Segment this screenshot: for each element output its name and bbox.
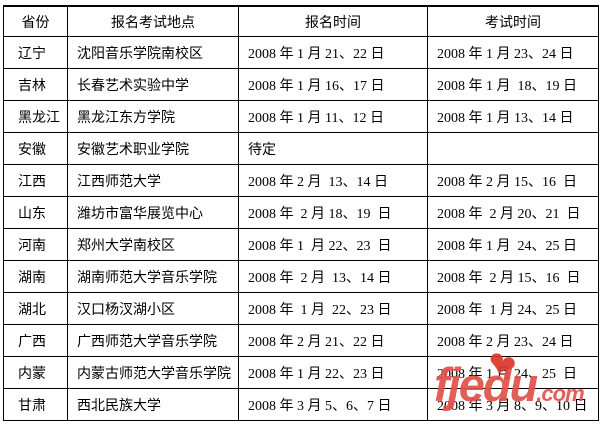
table-row: 辽宁 沈阳音乐学院南校区 2008 年 1 月 21、22 日 2008 年 1 月 … <box>3 36 599 69</box>
cell-exam-time: 2008 年 2 月 23、24 日 <box>427 324 599 357</box>
cell-reg-time: 2008 年 3 月 5、6、7 日 <box>238 388 428 421</box>
cell-province: 黑龙江 <box>3 100 68 133</box>
cell-location: 湖南师范大学音乐学院 <box>67 260 239 293</box>
exam-registration-table: 省份 报名考试地点 报名时间 考试时间 辽宁 沈阳音乐学院南校区 2008 年 1 … <box>3 5 599 421</box>
cell-province: 吉林 <box>3 68 68 101</box>
table-row: 河南 郑州大学南校区 2008 年 1 月 22、23 日 2008 年 1 月 24… <box>3 228 599 261</box>
cell-location: 潍坊市富华展览中心 <box>67 196 239 229</box>
cell-province: 湖南 <box>3 260 68 293</box>
cell-location: 郑州大学南校区 <box>67 228 239 261</box>
cell-reg-time: 2008 年 2 月 21、22 日 <box>238 324 428 357</box>
cell-exam-time: 2008 年 1 月 24、25 日 <box>427 292 599 325</box>
cell-province: 辽宁 <box>3 36 68 69</box>
cell-exam-time: 2008 年 2 月 20、21 日 <box>427 196 599 229</box>
header-reg-time: 报名时间 <box>238 5 428 37</box>
cell-location: 沈阳音乐学院南校区 <box>67 36 239 69</box>
cell-location: 广西师范大学音乐学院 <box>67 324 239 357</box>
cell-province: 湖北 <box>3 292 68 325</box>
cell-location: 黑龙江东方学院 <box>67 100 239 133</box>
table-row: 内蒙 内蒙古师范大学音乐学院 2008 年 1 月 22、23 日 2008 年 1 … <box>3 356 599 389</box>
header-exam-time: 考试时间 <box>427 5 599 37</box>
table-row: 安徽 安徽艺术职业学院 待定 <box>3 132 599 165</box>
cell-location: 长春艺术实验中学 <box>67 68 239 101</box>
cell-reg-time: 2008 年 2 月 13、14 日 <box>238 260 428 293</box>
cell-reg-time: 2008 年 2 月 13、14 日 <box>238 164 428 197</box>
cell-exam-time: 2008 年 3 月 8、9、10 日 <box>427 388 599 421</box>
cell-reg-time: 2008 年 1 月 16、17 日 <box>238 68 428 101</box>
table-row: 山东 潍坊市富华展览中心 2008 年 2 月 18、19 日 2008 年 2 月 … <box>3 196 599 229</box>
cell-province: 甘肃 <box>3 388 68 421</box>
header-province: 省份 <box>3 5 68 37</box>
cell-reg-time: 2008 年 1 月 22、23 日 <box>238 292 428 325</box>
cell-province: 广西 <box>3 324 68 357</box>
cell-province: 河南 <box>3 228 68 261</box>
table-body: 辽宁 沈阳音乐学院南校区 2008 年 1 月 21、22 日 2008 年 1 月 … <box>3 36 599 421</box>
header-location: 报名考试地点 <box>67 5 239 37</box>
table-row: 吉林 长春艺术实验中学 2008 年 1 月 16、17 日 2008 年 1 月 1… <box>3 68 599 101</box>
table-row: 湖南 湖南师范大学音乐学院 2008 年 2 月 13、14 日 2008 年 2 月… <box>3 260 599 293</box>
cell-reg-time: 2008 年 2 月 18、19 日 <box>238 196 428 229</box>
cell-exam-time: 2008 年 2 月 15、16 日 <box>427 164 599 197</box>
cell-reg-time: 2008 年 1 月 11、12 日 <box>238 100 428 133</box>
cell-location: 西北民族大学 <box>67 388 239 421</box>
table-row: 甘肃 西北民族大学 2008 年 3 月 5、6、7 日 2008 年 3 月 8、9… <box>3 388 599 421</box>
table-row: 黑龙江 黑龙江东方学院 2008 年 1 月 11、12 日 2008 年 1 月 1… <box>3 100 599 133</box>
table-header-row: 省份 报名考试地点 报名时间 考试时间 <box>3 5 599 37</box>
cell-location: 安徽艺术职业学院 <box>67 132 239 165</box>
cell-reg-time: 2008 年 1 月 22、23 日 <box>238 228 428 261</box>
cell-reg-time: 待定 <box>238 132 428 165</box>
cell-reg-time: 2008 年 1 月 21、22 日 <box>238 36 428 69</box>
cell-province: 安徽 <box>3 132 68 165</box>
cell-reg-time: 2008 年 1 月 22、23 日 <box>238 356 428 389</box>
cell-province: 江西 <box>3 164 68 197</box>
cell-exam-time: 2008 年 2 月 15、16 日 <box>427 260 599 293</box>
cell-exam-time: 2008 年 1 月 13、14 日 <box>427 100 599 133</box>
cell-location: 汉口杨汊湖小区 <box>67 292 239 325</box>
cell-exam-time: 2008 年 1 月 24、25 日 <box>427 356 599 389</box>
cell-province: 内蒙 <box>3 356 68 389</box>
table-row: 湖北 汉口杨汊湖小区 2008 年 1 月 22、23 日 2008 年 1 月 24… <box>3 292 599 325</box>
cell-exam-time: 2008 年 1 月 18、19 日 <box>427 68 599 101</box>
cell-exam-time: 2008 年 1 月 24、25 日 <box>427 228 599 261</box>
table-row: 广西 广西师范大学音乐学院 2008 年 2 月 21、22 日 2008 年 2 月… <box>3 324 599 357</box>
table-row: 江西 江西师范大学 2008 年 2 月 13、14 日 2008 年 2 月 15、… <box>3 164 599 197</box>
cell-location: 江西师范大学 <box>67 164 239 197</box>
cell-exam-time: 2008 年 1 月 23、24 日 <box>427 36 599 69</box>
cell-province: 山东 <box>3 196 68 229</box>
cell-location: 内蒙古师范大学音乐学院 <box>67 356 239 389</box>
cell-exam-time <box>427 132 599 165</box>
